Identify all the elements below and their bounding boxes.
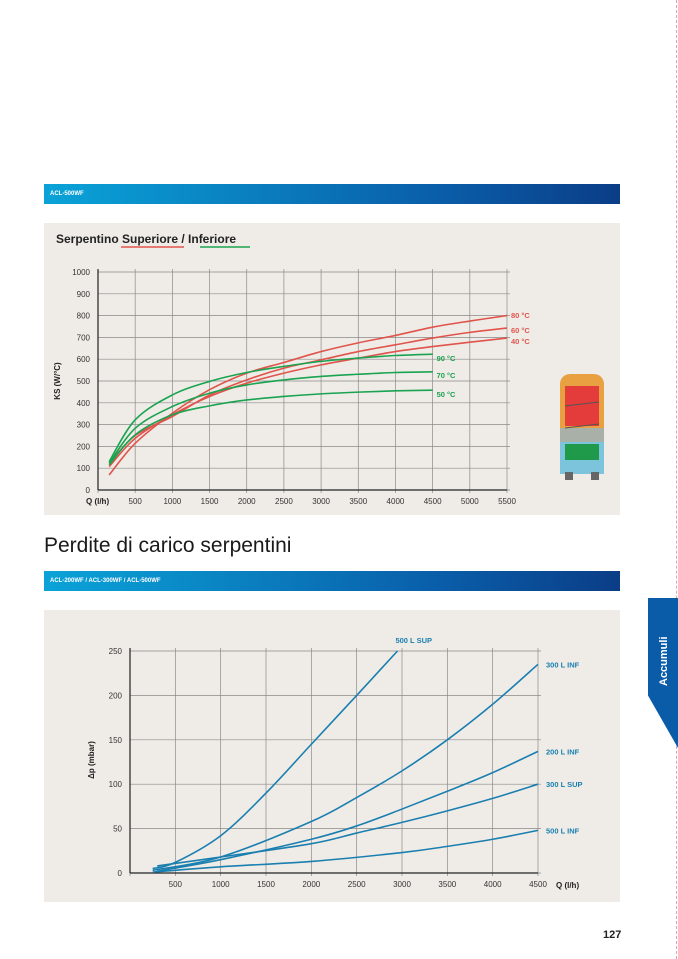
x-tick-label: 4500	[424, 497, 442, 506]
x-tick-label: 4500	[529, 880, 547, 889]
x-tick-label: 2500	[348, 880, 366, 889]
section-bar-acl-500wf: ACL-500WF	[44, 184, 620, 204]
series-label: 90 °C	[437, 354, 456, 363]
page-number: 127	[603, 929, 622, 941]
series-line-300-l-sup	[157, 783, 539, 867]
x-tick-label: 3500	[349, 497, 367, 506]
y-tick-label: 400	[77, 399, 91, 408]
x-tick-label: 5000	[461, 497, 479, 506]
y-tick-label: 100	[109, 780, 123, 789]
series-line-90-c	[108, 353, 433, 463]
series-line-200-l-inf	[157, 750, 539, 873]
side-tab-label: Accumuli	[658, 636, 670, 686]
page-edge-guide	[676, 0, 677, 959]
y-tick-label: 0	[86, 486, 91, 495]
chart-panel-title: Serpentino Superiore / Inferiore	[56, 232, 237, 246]
x-axis-label: Q (l/h)	[86, 497, 109, 506]
y-tick-label: 50	[113, 825, 122, 834]
x-tick-label: 1500	[257, 880, 275, 889]
y-tick-label: 100	[77, 464, 91, 473]
series-label: 500 L INF	[546, 826, 580, 835]
series-label: 70 °C	[437, 371, 456, 380]
series-label: 200 L INF	[546, 747, 580, 756]
y-axis-label: Δp (mbar)	[87, 741, 96, 779]
y-tick-label: 700	[77, 333, 91, 342]
y-tick-label: 1000	[72, 268, 90, 277]
x-tick-label: 500	[129, 497, 143, 506]
series-label: 300 L SUP	[546, 780, 583, 789]
y-tick-label: 200	[109, 691, 123, 700]
x-tick-label: 1000	[212, 880, 230, 889]
y-tick-label: 250	[109, 647, 123, 656]
section-heading: Perdite di carico serpentini	[44, 534, 292, 557]
x-tick-label: 2500	[275, 497, 293, 506]
x-tick-label: 2000	[302, 880, 320, 889]
x-tick-label: 1500	[201, 497, 219, 506]
series-label: 60 °C	[511, 326, 530, 335]
series-label: 500 L SUP	[395, 636, 432, 645]
x-tick-label: 2000	[238, 497, 256, 506]
x-tick-label: 5500	[498, 497, 516, 506]
series-line-70-c	[108, 371, 433, 464]
y-tick-label: 800	[77, 312, 91, 321]
series-line-500-l-sup	[152, 650, 399, 870]
y-tick-label: 0	[118, 869, 123, 878]
series-label: 50 °C	[437, 390, 456, 399]
x-tick-label: 3000	[393, 880, 411, 889]
y-tick-label: 500	[77, 377, 91, 386]
x-tick-label: 500	[169, 880, 183, 889]
series-line-50-c	[108, 389, 433, 466]
y-tick-label: 300	[77, 421, 91, 430]
series-label: 40 °C	[511, 337, 530, 346]
y-tick-label: 150	[109, 736, 123, 745]
x-tick-label: 3500	[438, 880, 456, 889]
tank-illustration	[560, 374, 604, 480]
section-bar-models: ACL-200WF / ACL-300WF / ACL-500WF	[44, 571, 620, 591]
y-tick-label: 900	[77, 290, 91, 299]
x-tick-label: 3000	[312, 497, 330, 506]
series-label: 80 °C	[511, 311, 530, 320]
y-tick-label: 600	[77, 355, 91, 364]
x-tick-label: 4000	[387, 497, 405, 506]
x-axis-label: Q (l/h)	[556, 881, 579, 890]
x-tick-label: 4000	[484, 880, 502, 889]
y-axis-label: KS (W/°C)	[53, 362, 62, 400]
x-tick-label: 1000	[163, 497, 181, 506]
y-tick-label: 200	[77, 442, 91, 451]
series-line-500-l-inf	[152, 829, 539, 873]
series-label: 300 L INF	[546, 660, 580, 669]
chart-panel-pressure	[44, 610, 620, 902]
